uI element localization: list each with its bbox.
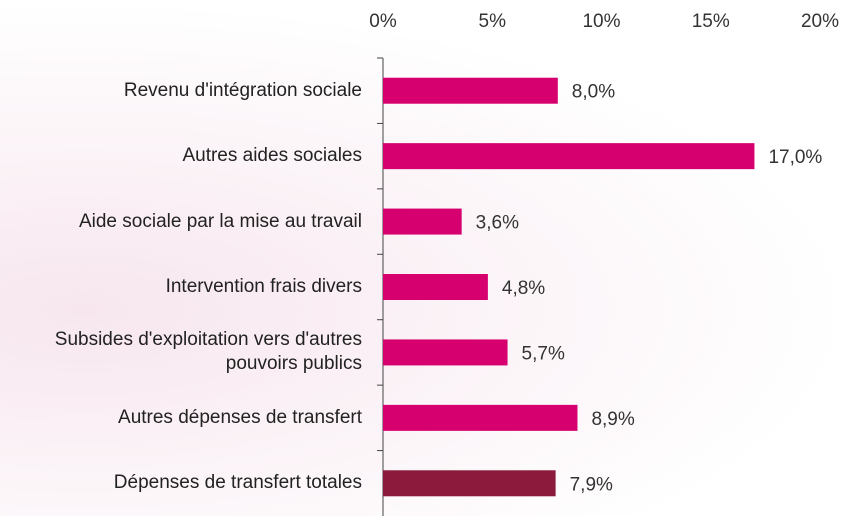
category-label: Aide sociale par la mise au travail xyxy=(78,210,362,232)
value-label: 7,9% xyxy=(570,474,613,495)
bar xyxy=(383,470,556,497)
x-tick-label: 10% xyxy=(582,11,620,32)
value-label: 8,9% xyxy=(591,409,634,430)
x-tick-label: 15% xyxy=(692,11,730,32)
category-label: Dépenses de transfert totales xyxy=(113,472,362,494)
x-tick-label: 0% xyxy=(369,11,397,32)
bar xyxy=(383,274,488,300)
value-label: 3,6% xyxy=(476,213,519,234)
bar xyxy=(383,77,558,104)
value-label: 8,0% xyxy=(572,82,615,103)
category-label: Intervention frais divers xyxy=(165,276,362,297)
bar xyxy=(383,339,508,366)
bar xyxy=(383,208,462,235)
x-tick-label: 20% xyxy=(801,11,839,32)
bar xyxy=(383,143,755,170)
category-label: Subsides d'exploitation vers d'autres po… xyxy=(54,329,362,375)
x-tick-label: 5% xyxy=(479,11,507,32)
value-label: 5,7% xyxy=(522,343,565,364)
category-label: Autres dépenses de transfert xyxy=(118,406,362,428)
category-label: Revenu d'intégration sociale xyxy=(123,79,362,101)
value-label: 4,8% xyxy=(502,278,545,299)
category-label: Autres aides sociales xyxy=(182,145,362,167)
bar xyxy=(383,404,578,431)
value-label: 17,0% xyxy=(768,147,822,168)
